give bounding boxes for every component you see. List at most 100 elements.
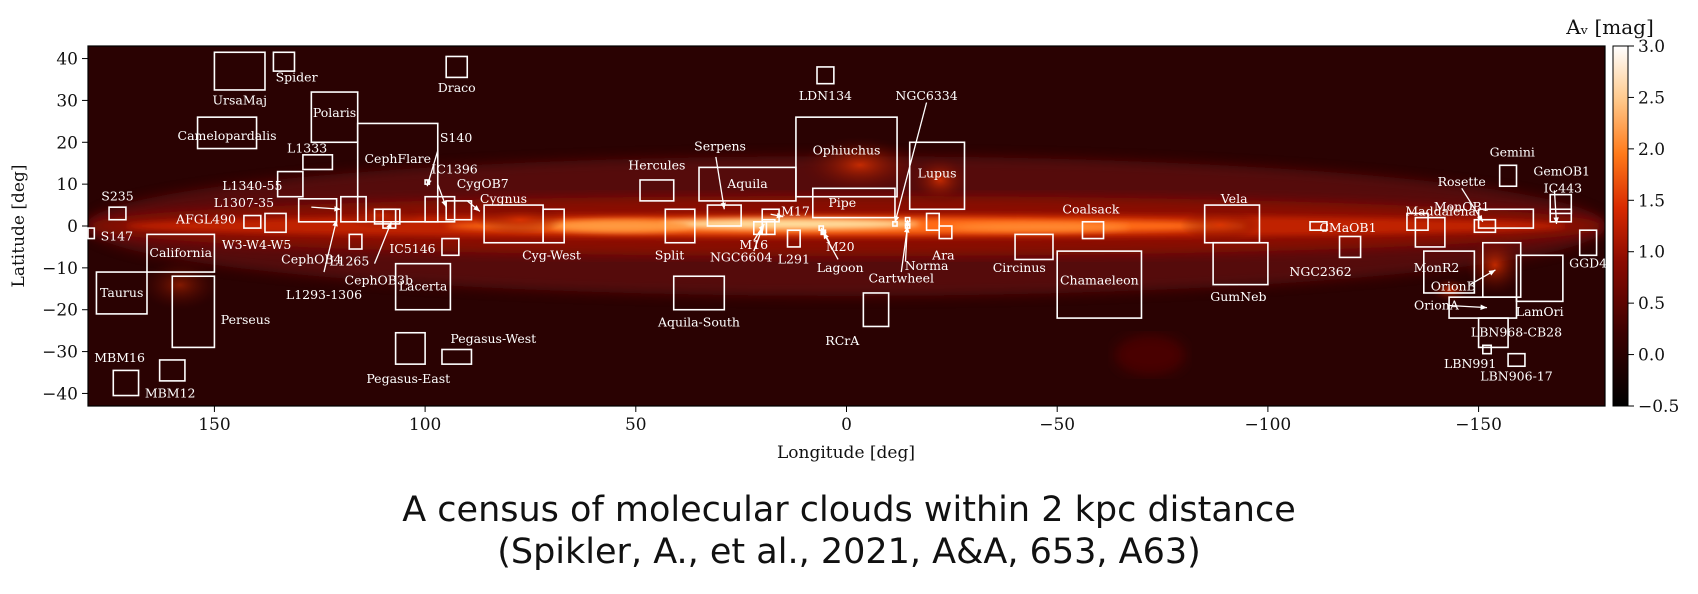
dust-emission — [88, 46, 1605, 406]
region-label: NGC6334 — [895, 88, 957, 103]
arrow-line — [373, 221, 393, 264]
region-label: L1340-55 — [222, 178, 282, 193]
region-box — [542, 208, 565, 244]
region-label: M20 — [826, 239, 855, 254]
region-box — [441, 237, 460, 257]
region-box — [196, 116, 258, 150]
region-box — [664, 208, 696, 244]
y-tick-label: 30 — [56, 91, 78, 111]
region-box — [394, 331, 426, 365]
x-tick-label: −150 — [1455, 415, 1502, 435]
region-label: Perseus — [221, 312, 270, 327]
region-box — [1477, 317, 1509, 349]
arrow-head — [904, 219, 910, 227]
y-tick-label: −20 — [42, 301, 78, 321]
region-label: RCrA — [825, 333, 860, 348]
region-box — [1515, 254, 1564, 303]
region-label: S140 — [440, 130, 472, 145]
region-box — [441, 348, 473, 365]
y-tick-label: 40 — [56, 50, 78, 70]
x-tick-label: −50 — [1039, 415, 1075, 435]
region-box — [243, 214, 262, 229]
arrow-head — [1477, 214, 1483, 222]
region-label: Lacerta — [399, 279, 448, 294]
x-tick-label: 100 — [409, 415, 441, 435]
region-box — [1481, 344, 1493, 355]
region-label: Lupus — [918, 166, 957, 181]
arrow-line — [1461, 187, 1484, 223]
arrow-head — [473, 205, 480, 212]
region-label: Polaris — [313, 105, 356, 120]
arrow-head — [386, 221, 392, 229]
arrow-head — [821, 228, 827, 236]
region-label: M17 — [781, 203, 810, 218]
region-label: Maddalena — [1405, 203, 1476, 218]
region-label: Camelopardalis — [178, 128, 277, 143]
region-label: IC1396 — [431, 161, 477, 176]
region-label: UrsaMaj — [212, 92, 267, 107]
arrow-line — [323, 219, 338, 273]
region-label: S147 — [101, 228, 133, 243]
colorbar-tick-label: 0.0 — [1638, 346, 1665, 366]
region-box — [786, 229, 801, 248]
region-label: Pegasus-East — [366, 371, 450, 386]
region-label: MBM12 — [145, 385, 196, 400]
colorbar-ticks: 3.0 2.5 2.0 1.5 1.0 0.5 0.0 −0.5 — [1628, 37, 1679, 417]
region-box — [1578, 229, 1598, 257]
region-label: GemOB1 — [1533, 164, 1590, 179]
region-label: L1265 — [329, 254, 369, 269]
region-label: Aquila — [726, 176, 768, 191]
region-box — [1414, 216, 1446, 248]
region-label: L1293-1306 — [286, 287, 362, 302]
region-label: Rosette — [1438, 174, 1486, 189]
region-label: MonR2 — [1414, 260, 1460, 275]
region-label: Ara — [931, 247, 955, 262]
region-label: Split — [655, 247, 685, 262]
region-box — [1549, 193, 1573, 215]
x-tick-label: −100 — [1245, 415, 1292, 435]
region-label: S235 — [101, 189, 133, 204]
region-label: Cygnus — [480, 191, 527, 206]
arrow-head — [893, 215, 900, 223]
region-label: Spider — [276, 69, 318, 84]
region-label: LamOri — [1516, 304, 1564, 319]
region-box — [348, 233, 363, 250]
region-label: IC443 — [1544, 180, 1582, 195]
x-axis: 150 100 50 0 −50 −100 −150 — [198, 406, 1502, 435]
region-label: OrionB — [1431, 279, 1476, 294]
region-label: OrionA — [1414, 298, 1460, 313]
region-box — [862, 292, 890, 328]
colorbar-label: Aᵥ [mag] — [1565, 15, 1654, 39]
region-label: Taurus — [100, 285, 143, 300]
colorbar-tick-label: −0.5 — [1638, 397, 1679, 417]
region-box — [1498, 164, 1518, 188]
region-box — [1014, 233, 1054, 261]
region-box — [1507, 352, 1526, 368]
arrow-head — [823, 232, 829, 240]
arrow-head — [757, 228, 763, 236]
region-box — [276, 170, 304, 198]
y-tick-label: 20 — [56, 133, 78, 153]
region-label: CygOB7 — [457, 176, 509, 191]
region-box — [1423, 250, 1476, 294]
colorbar-tick-label: 2.0 — [1638, 140, 1665, 160]
arrow-head — [776, 212, 784, 219]
region-label: Pegasus-West — [450, 331, 536, 346]
region-label: Serpens — [694, 138, 746, 153]
region-label: Hercules — [628, 157, 685, 172]
y-axis: 40 30 20 10 0 −10 −20 −30 −40 — [42, 50, 88, 404]
caption-citation: (Spikler, A., et al., 2021, A&A, 653, A6… — [497, 532, 1201, 572]
region-box — [938, 225, 953, 240]
colorbar-tick-label: 2.5 — [1638, 88, 1665, 108]
region-label: Ophiuchus — [813, 143, 881, 158]
galactic-extinction-map: UrsaMaj Spider Draco Polaris Camelopardalis L… — [9, 15, 1679, 463]
region-box — [356, 122, 439, 223]
y-tick-label: −40 — [42, 384, 78, 404]
region-box — [1406, 212, 1429, 231]
region-box — [108, 206, 127, 221]
region-box — [171, 275, 216, 349]
region-box — [1309, 221, 1328, 231]
region-box — [816, 66, 835, 85]
arrow-head — [758, 223, 765, 231]
region-box — [95, 271, 148, 315]
